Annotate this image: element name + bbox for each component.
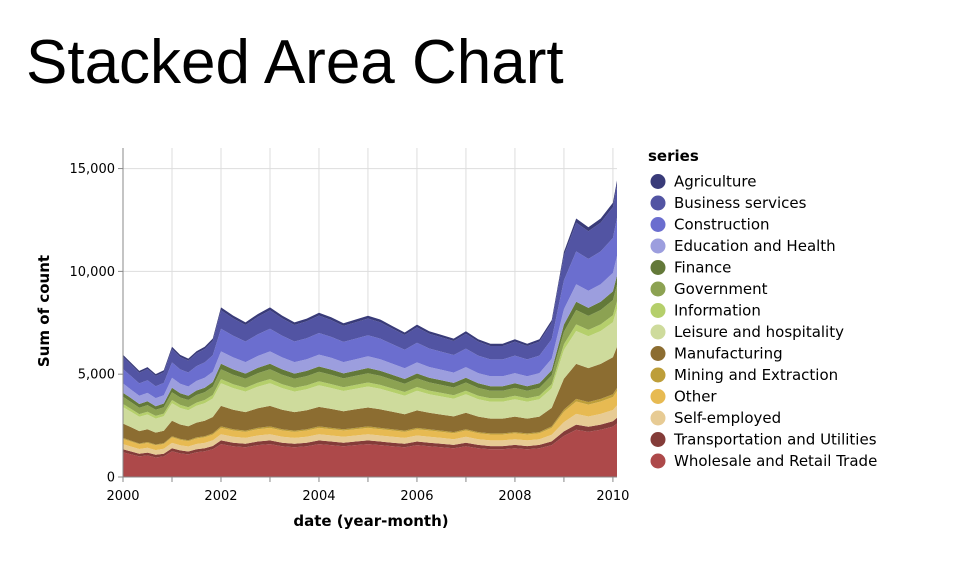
legend-item-agriculture: Agriculture [650, 173, 757, 191]
legend-item-self-employed: Self-employed [650, 409, 781, 427]
legend-label: Construction [674, 216, 770, 234]
area-information [123, 301, 617, 419]
legend-label: Wholesale and Retail Trade [674, 452, 877, 470]
area-business-services [123, 185, 617, 387]
area-education-and-health [123, 256, 617, 407]
area-other [123, 391, 617, 451]
legend-label: Agriculture [674, 173, 757, 191]
legend-swatch [650, 324, 666, 340]
area-leisure-and-hospitality [123, 308, 617, 433]
legend-label: Education and Health [674, 237, 836, 255]
page-title: Stacked Area Chart [26, 28, 564, 97]
legend-label: Leisure and hospitality [674, 323, 844, 341]
legend-title: series [648, 147, 699, 165]
area-construction [123, 217, 617, 399]
area-government [123, 284, 617, 416]
legend-swatch [650, 410, 666, 426]
axes: 0 5,000 10,000 15,000 2000 2002 2004 2006 2008 20… [70, 148, 629, 504]
legend-swatch [650, 303, 666, 318]
legend-swatch [650, 281, 666, 297]
legend-item-information: Information [650, 302, 761, 320]
legend-swatch [650, 174, 666, 189]
legend-item-education-and-health: Education and Health [650, 237, 836, 255]
legend-item-construction: Construction [650, 216, 770, 234]
legend-item-manufacturing: Manufacturing [650, 345, 783, 363]
x-tick-label: 2008 [498, 489, 531, 504]
area-manufacturing [123, 346, 617, 445]
legend-label: Information [674, 302, 761, 320]
x-axis-title: date (year-month) [293, 512, 448, 530]
legend-swatch [650, 432, 666, 447]
x-tick-label: 2010 [596, 489, 629, 504]
area-layers [123, 180, 617, 477]
legend-label: Self-employed [674, 409, 781, 427]
legend-swatch [650, 367, 666, 383]
legend-item-government: Government [650, 280, 768, 298]
y-tick-label: 0 [107, 471, 115, 486]
y-tick-label: 15,000 [70, 162, 116, 177]
legend-item-wholesale-and-retail-trade: Wholesale and Retail Trade [650, 452, 877, 470]
legend-label: Government [674, 280, 768, 298]
legend-swatch [650, 260, 666, 275]
legend-label: Mining and Extraction [674, 366, 838, 384]
legend-swatch [650, 217, 666, 232]
area-mining-and-extraction [123, 388, 617, 446]
area-self-employed [123, 405, 617, 455]
legend-swatch [650, 238, 666, 254]
legend-label: Business services [674, 194, 807, 212]
area-finance [123, 275, 617, 410]
legend-item-leisure-and-hospitality: Leisure and hospitality [650, 323, 844, 341]
legend-label: Other [674, 388, 717, 406]
y-tick-label: 10,000 [70, 265, 116, 280]
legend-label: Transportation and Utilities [673, 431, 877, 449]
legend-swatch [650, 346, 666, 361]
y-tick-label: 5,000 [78, 368, 115, 383]
legend: series Agriculture Business services Const… [648, 147, 877, 470]
legend-swatch [650, 453, 666, 469]
legend-item-other: Other [650, 388, 717, 406]
legend-item-business-services: Business services [650, 194, 807, 212]
x-tick-label: 2004 [302, 489, 335, 504]
x-tick-label: 2006 [400, 489, 433, 504]
x-tick-label: 2000 [106, 489, 139, 504]
area-wholesale-and-retail-trade [123, 423, 617, 477]
area-transportation-and-utilities [123, 417, 617, 458]
legend-item-finance: Finance [650, 259, 731, 277]
legend-item-transportation-and-utilities: Transportation and Utilities [650, 431, 877, 449]
legend-label: Manufacturing [674, 345, 783, 363]
legend-swatch [650, 389, 666, 404]
legend-swatch [650, 195, 666, 211]
legend-item-mining-and-extraction: Mining and Extraction [650, 366, 838, 384]
legend-label: Finance [674, 259, 731, 277]
x-tick-label: 2002 [204, 489, 237, 504]
y-axis-title: Sum of count [35, 255, 53, 367]
